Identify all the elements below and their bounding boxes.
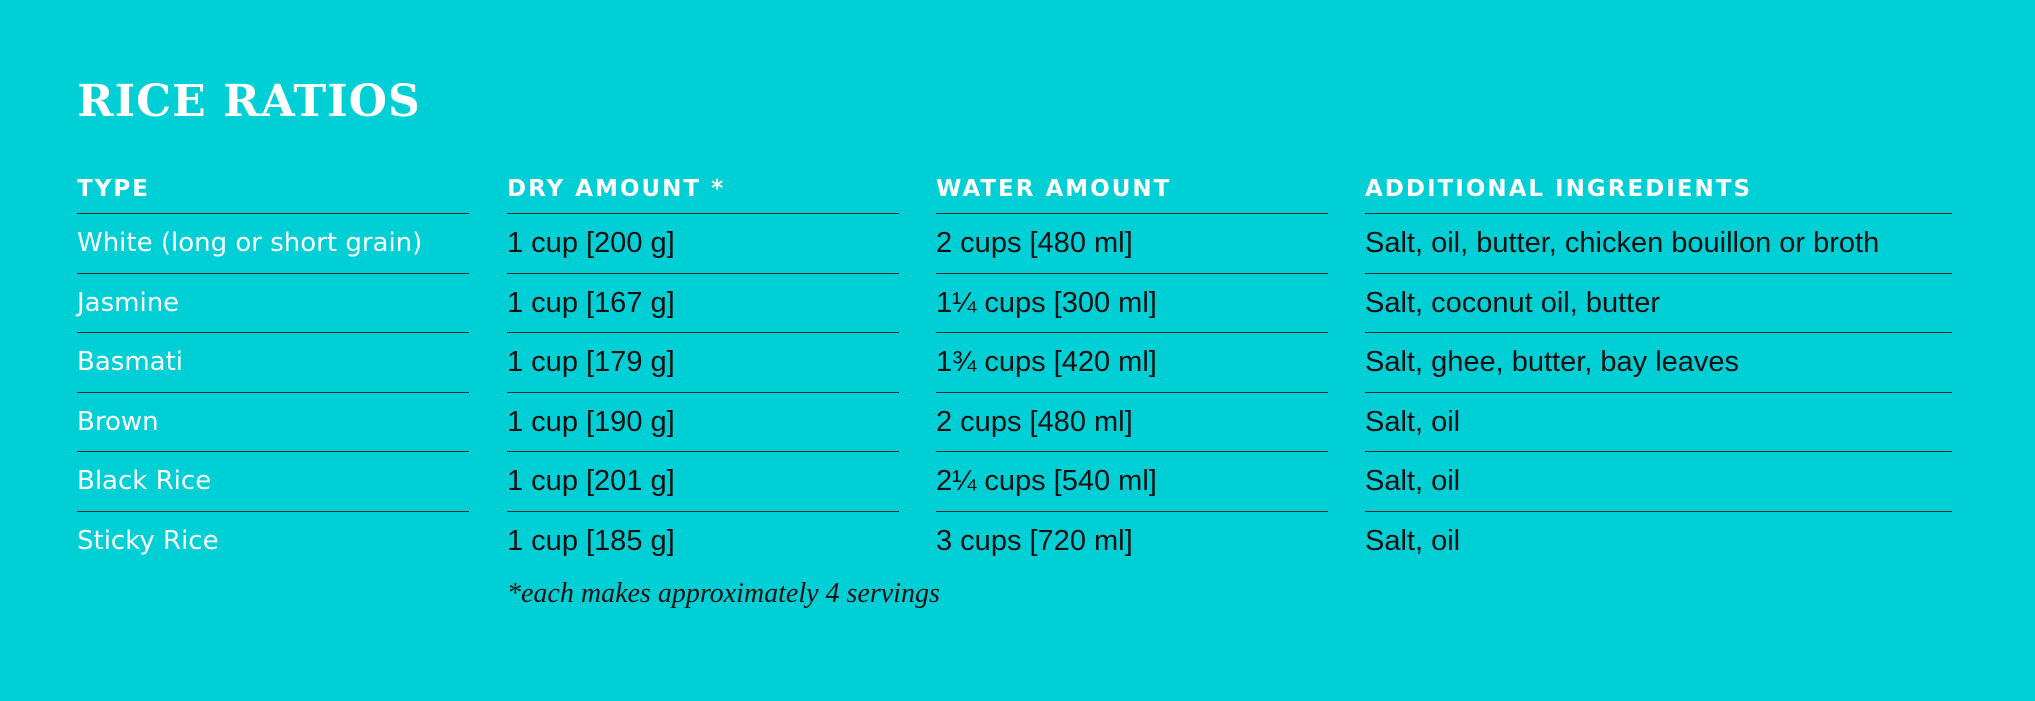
cell-dry-amount: 1 cup [201 g] (507, 452, 899, 512)
column-header-dry-amount: DRY AMOUNT * (507, 168, 899, 214)
column-header-water-amount: WATER AMOUNT (936, 168, 1328, 214)
footnote: *each makes approximately 4 servings (507, 578, 940, 609)
cell-water-amount: 1¾ cups [420 ml] (936, 333, 1328, 393)
cell-dry-amount: 1 cup [185 g] (507, 524, 675, 557)
column-header-additional-ingredients: ADDITIONAL INGREDIENTS (1365, 168, 1952, 214)
cell-dry-amount: 1 cup [179 g] (507, 333, 899, 393)
cell-dry-amount: 1 cup [200 g] (507, 214, 899, 274)
cell-type: Brown (77, 393, 469, 452)
cell-type: Basmati (77, 333, 469, 393)
cell-additional-ingredients: Salt, oil, butter, chicken bouillon or b… (1365, 214, 1952, 274)
cell-dry-amount: 1 cup [190 g] (507, 393, 899, 452)
cell-type: White (long or short grain) (77, 214, 469, 274)
cell-water-amount: 2¼ cups [540 ml] (936, 452, 1328, 512)
column-header-type: TYPE (77, 168, 469, 214)
cell-additional-ingredients: Salt, oil (1365, 393, 1952, 452)
page-title: RICE RATIOS (77, 76, 421, 127)
cell-additional-ingredients: Salt, ghee, butter, bay leaves (1365, 333, 1952, 393)
column-dry-amount: DRY AMOUNT * 1 cup [200 g] 1 cup [167 g]… (507, 168, 899, 571)
column-water-amount: WATER AMOUNT 2 cups [480 ml] 1¼ cups [30… (936, 168, 1328, 571)
column-type: TYPE White (long or short grain) Jasmine… (77, 168, 469, 571)
cell-dry-amount: 1 cup [167 g] (507, 274, 899, 333)
cell-type: Sticky Rice (77, 525, 219, 556)
cell-water-amount: 2 cups [480 ml] (936, 393, 1328, 452)
cell-water-amount: 3 cups [720 ml] (936, 524, 1133, 557)
column-additional-ingredients: ADDITIONAL INGREDIENTS Salt, oil, butter… (1365, 168, 1952, 571)
cell-additional-ingredients: Salt, oil (1365, 452, 1952, 512)
cell-additional-ingredients: Salt, coconut oil, butter (1365, 274, 1952, 333)
cell-type: Jasmine (77, 274, 469, 333)
cell-additional-ingredients: Salt, oil (1365, 524, 1461, 557)
cell-water-amount: 2 cups [480 ml] (936, 214, 1328, 274)
cell-type: Black Rice (77, 452, 469, 512)
cell-water-amount: 1¼ cups [300 ml] (936, 274, 1328, 333)
